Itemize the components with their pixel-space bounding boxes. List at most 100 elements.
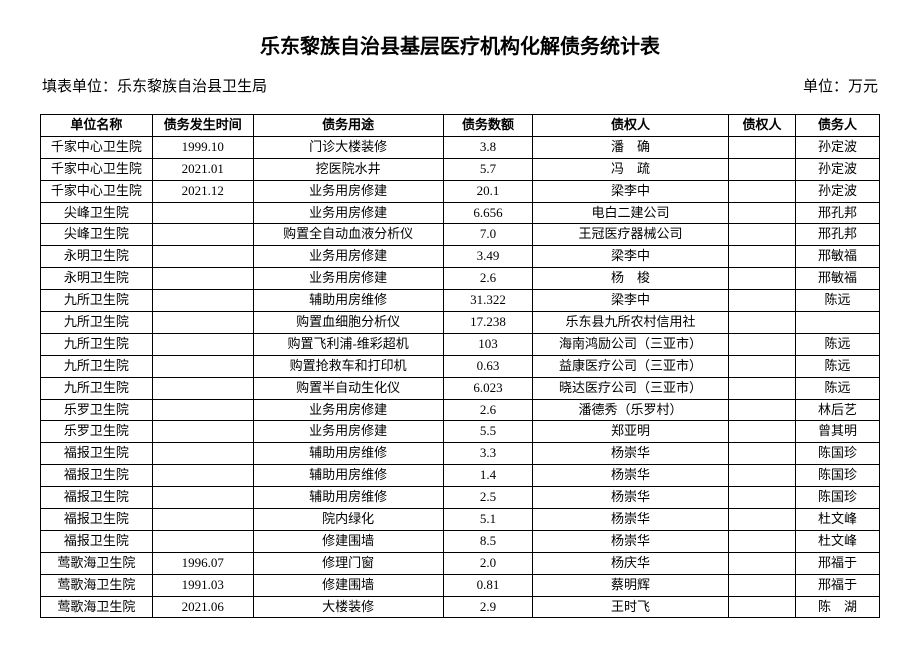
table-cell: 王时飞 xyxy=(533,596,729,618)
table-cell: 2021.06 xyxy=(152,596,253,618)
table-cell: 邢敏福 xyxy=(796,246,880,268)
table-cell: 1999.10 xyxy=(152,136,253,158)
table-cell: 杨崇华 xyxy=(533,509,729,531)
table-cell xyxy=(728,487,795,509)
table-cell xyxy=(152,421,253,443)
table-header: 单位名称债务发生时间债务用途债务数额债权人债权人债务人 xyxy=(41,115,880,137)
table-cell: 辅助用房维修 xyxy=(253,290,443,312)
table-cell: 6.023 xyxy=(443,377,532,399)
table-cell: 九所卫生院 xyxy=(41,333,153,355)
table-cell: 福报卫生院 xyxy=(41,530,153,552)
table-cell: 7.0 xyxy=(443,224,532,246)
table-cell xyxy=(728,333,795,355)
table-cell: 2.9 xyxy=(443,596,532,618)
table-cell xyxy=(728,246,795,268)
column-header: 债权人 xyxy=(533,115,729,137)
table-cell: 陈远 xyxy=(796,333,880,355)
table-cell: 莺歌海卫生院 xyxy=(41,596,153,618)
table-row: 莺歌海卫生院1996.07修理门窗2.0杨庆华邢福于 xyxy=(41,552,880,574)
unit-label: 单位：万元 xyxy=(803,75,878,96)
table-cell: 九所卫生院 xyxy=(41,312,153,334)
table-row: 乐罗卫生院业务用房修建5.5郑亚明曾其明 xyxy=(41,421,880,443)
table-cell: 陈国珍 xyxy=(796,465,880,487)
table-cell xyxy=(728,290,795,312)
table-cell: 挖医院水井 xyxy=(253,158,443,180)
table-cell: 购置飞利浦-维彩超机 xyxy=(253,333,443,355)
column-header: 债务人 xyxy=(796,115,880,137)
table-cell: 福报卫生院 xyxy=(41,443,153,465)
table-cell: 乐罗卫生院 xyxy=(41,399,153,421)
table-cell: 修建围墙 xyxy=(253,574,443,596)
table-row: 尖峰卫生院业务用房修建6.656电白二建公司邢孔邦 xyxy=(41,202,880,224)
table-cell: 潘 确 xyxy=(533,136,729,158)
table-cell: 梁李中 xyxy=(533,180,729,202)
table-cell: 0.81 xyxy=(443,574,532,596)
table-cell: 冯 疏 xyxy=(533,158,729,180)
table-cell xyxy=(728,268,795,290)
table-cell: 千家中心卫生院 xyxy=(41,158,153,180)
table-cell: 修理门窗 xyxy=(253,552,443,574)
table-cell xyxy=(152,202,253,224)
table-cell xyxy=(152,246,253,268)
column-header: 债务用途 xyxy=(253,115,443,137)
table-cell: 3.8 xyxy=(443,136,532,158)
table-cell: 郑亚明 xyxy=(533,421,729,443)
table-cell xyxy=(728,377,795,399)
table-cell: 业务用房修建 xyxy=(253,421,443,443)
table-cell: 3.3 xyxy=(443,443,532,465)
table-cell: 陈远 xyxy=(796,290,880,312)
table-cell: 邢福于 xyxy=(796,574,880,596)
table-row: 乐罗卫生院业务用房修建2.6潘德秀（乐罗村）林后艺 xyxy=(41,399,880,421)
table-cell: 永明卫生院 xyxy=(41,246,153,268)
table-cell: 曾其明 xyxy=(796,421,880,443)
table-cell: 九所卫生院 xyxy=(41,290,153,312)
table-cell xyxy=(728,180,795,202)
table-cell: 陈国珍 xyxy=(796,487,880,509)
table-cell: 杨 梭 xyxy=(533,268,729,290)
table-cell: 购置半自动生化仪 xyxy=(253,377,443,399)
table-row: 九所卫生院购置飞利浦-维彩超机103海南鸿励公司（三亚市）陈远 xyxy=(41,333,880,355)
table-cell: 尖峰卫生院 xyxy=(41,224,153,246)
table-row: 福报卫生院辅助用房维修3.3杨崇华陈国珍 xyxy=(41,443,880,465)
table-row: 九所卫生院购置抢救车和打印机0.63益康医疗公司（三亚市）陈远 xyxy=(41,355,880,377)
table-cell xyxy=(728,158,795,180)
table-cell: 2021.12 xyxy=(152,180,253,202)
table-cell xyxy=(152,509,253,531)
table-cell: 5.5 xyxy=(443,421,532,443)
column-header: 债权人 xyxy=(728,115,795,137)
table-cell: 杨庆华 xyxy=(533,552,729,574)
page-title: 乐东黎族自治县基层医疗机构化解债务统计表 xyxy=(40,30,880,59)
table-row: 福报卫生院修建围墙8.5杨崇华杜文峰 xyxy=(41,530,880,552)
table-cell: 福报卫生院 xyxy=(41,465,153,487)
table-cell xyxy=(728,509,795,531)
column-header: 债务数额 xyxy=(443,115,532,137)
table-cell: 邢福于 xyxy=(796,552,880,574)
table-cell xyxy=(728,596,795,618)
table-row: 福报卫生院辅助用房维修1.4杨崇华陈国珍 xyxy=(41,465,880,487)
table-cell xyxy=(152,312,253,334)
table-cell: 业务用房修建 xyxy=(253,180,443,202)
table-cell: 业务用房修建 xyxy=(253,399,443,421)
table-cell: 杨崇华 xyxy=(533,487,729,509)
table-cell: 千家中心卫生院 xyxy=(41,136,153,158)
table-cell xyxy=(796,312,880,334)
table-cell: 业务用房修建 xyxy=(253,268,443,290)
table-row: 莺歌海卫生院2021.06大楼装修2.9王时飞陈 湖 xyxy=(41,596,880,618)
table-cell xyxy=(728,465,795,487)
table-cell: 大楼装修 xyxy=(253,596,443,618)
table-cell xyxy=(728,202,795,224)
table-cell: 20.1 xyxy=(443,180,532,202)
table-cell: 5.1 xyxy=(443,509,532,531)
table-cell: 31.322 xyxy=(443,290,532,312)
table-cell: 莺歌海卫生院 xyxy=(41,574,153,596)
table-cell: 杜文峰 xyxy=(796,530,880,552)
table-cell: 永明卫生院 xyxy=(41,268,153,290)
table-row: 尖峰卫生院购置全自动血液分析仪7.0王冠医疗器械公司邢孔邦 xyxy=(41,224,880,246)
table-cell: 乐东县九所农村信用社 xyxy=(533,312,729,334)
table-row: 九所卫生院购置半自动生化仪6.023晓达医疗公司（三亚市）陈远 xyxy=(41,377,880,399)
table-cell: 潘德秀（乐罗村） xyxy=(533,399,729,421)
table-cell: 杨崇华 xyxy=(533,443,729,465)
table-cell xyxy=(728,355,795,377)
table-cell: 业务用房修建 xyxy=(253,246,443,268)
table-row: 九所卫生院辅助用房维修31.322梁李中陈远 xyxy=(41,290,880,312)
